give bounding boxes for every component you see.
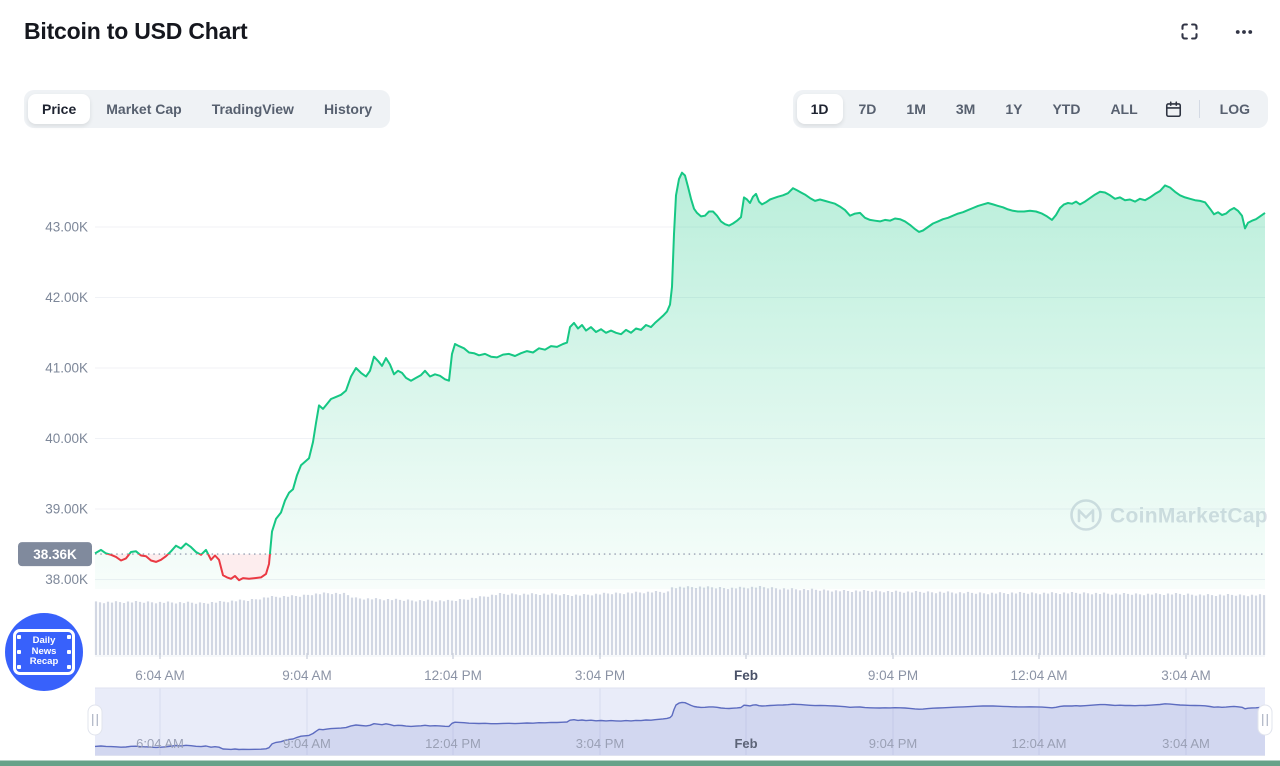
range-7d[interactable]: 7D bbox=[845, 94, 891, 124]
navigator-line bbox=[94, 701, 1266, 751]
tab-market-cap[interactable]: Market Cap bbox=[92, 94, 195, 124]
chart-type-tabs: Price Market Cap TradingView History bbox=[24, 90, 391, 128]
range-1m[interactable]: 1M bbox=[892, 94, 939, 124]
fullscreen-button[interactable] bbox=[1177, 19, 1202, 44]
tab-price[interactable]: Price bbox=[28, 94, 91, 124]
navigator-tick-label: 3:04 PM bbox=[576, 736, 624, 751]
x-tick-label: Feb bbox=[734, 668, 758, 683]
navigator-area-fill bbox=[95, 702, 1265, 756]
tab-history[interactable]: History bbox=[310, 94, 386, 124]
y-axis-labels: 43.00K 42.00K 41.00K 40.00K 39.00K 38.00K bbox=[45, 220, 88, 588]
x-tick-label: 12:04 AM bbox=[1010, 668, 1067, 683]
navigator-tick-label: 3:04 AM bbox=[1162, 736, 1210, 751]
chart-toolbar: Price Market Cap TradingView History 1D 7D 1M… bbox=[24, 90, 1268, 128]
calendar-button[interactable] bbox=[1154, 95, 1193, 124]
navigator-left-handle[interactable] bbox=[87, 704, 103, 736]
tab-tradingview[interactable]: TradingView bbox=[198, 94, 308, 124]
header-actions bbox=[1177, 19, 1256, 44]
navigator-tick-label: 6:04 AM bbox=[136, 736, 184, 751]
range-ytd[interactable]: YTD bbox=[1038, 94, 1094, 124]
log-scale-button[interactable]: LOG bbox=[1206, 94, 1264, 124]
price-line-above bbox=[94, 171, 1266, 555]
y-tick-label: 40.00K bbox=[45, 431, 88, 446]
range-1d[interactable]: 1D bbox=[796, 94, 843, 124]
chart-region: 43.00K42.00K41.00K40.00K39.00K38.00KCoin… bbox=[0, 150, 1280, 766]
x-tick-label: 9:04 AM bbox=[282, 668, 332, 683]
x-tick-label: 9:04 PM bbox=[868, 668, 918, 683]
page-bottom-divider bbox=[0, 760, 1280, 766]
page-title: Bitcoin to USD Chart bbox=[24, 18, 248, 44]
y-tick-label: 39.00K bbox=[45, 502, 88, 517]
x-tick-label: 6:04 AM bbox=[135, 668, 185, 683]
range-3m[interactable]: 3M bbox=[942, 94, 989, 124]
navigator-tick-label: 9:04 AM bbox=[283, 736, 331, 751]
range-1y[interactable]: 1Y bbox=[991, 94, 1036, 124]
chart-navigator[interactable]: 6:04 AM 9:04 AM 12:04 PM 3:04 PM Feb 9:04 PM 1… bbox=[87, 687, 1273, 756]
navigator-tick-label: 12:04 PM bbox=[425, 736, 481, 751]
x-tick-label: 3:04 PM bbox=[575, 668, 625, 683]
navigator-tick-label: 12:04 AM bbox=[1012, 736, 1067, 751]
more-horizontal-icon bbox=[1235, 29, 1253, 34]
calendar-icon bbox=[1165, 100, 1181, 117]
y-tick-label: 42.00K bbox=[45, 290, 88, 305]
more-options-button[interactable] bbox=[1232, 20, 1256, 44]
y-tick-label: 41.00K bbox=[45, 361, 88, 376]
y-tick-label: 38.00K bbox=[45, 572, 88, 587]
controls-divider bbox=[1198, 100, 1200, 118]
time-range-controls: 1D 7D 1M 3M 1Y YTD ALL LOG bbox=[792, 90, 1268, 128]
svg-text:38.36K: 38.36K bbox=[33, 547, 77, 562]
below-baseline-fill bbox=[95, 554, 1265, 581]
navigator-tick-label: Feb bbox=[734, 736, 757, 751]
navigator-tick-label: 9:04 PM bbox=[869, 736, 917, 751]
filmstrip-holes bbox=[17, 635, 21, 669]
filmstrip-holes bbox=[67, 635, 71, 669]
x-tick-label: 12:04 PM bbox=[424, 668, 482, 683]
range-all[interactable]: ALL bbox=[1096, 94, 1151, 124]
price-area-fill bbox=[95, 172, 1265, 589]
fullscreen-icon bbox=[1181, 23, 1198, 40]
baseline-price-badge: 38.36K bbox=[18, 542, 92, 567]
x-axis: 6:04 AM 9:04 AM 12:04 PM 3:04 PM Feb 9:04 PM 1… bbox=[135, 653, 1211, 683]
price-chart-canvas[interactable]: 43.00K42.00K41.00K40.00K39.00K38.00KCoin… bbox=[0, 150, 1280, 766]
news-badge-label: Daily News Recap bbox=[29, 635, 59, 668]
volume-bars bbox=[94, 586, 1266, 655]
daily-news-recap-badge[interactable]: Daily News Recap bbox=[5, 613, 83, 691]
filmstrip-icon: Daily News Recap bbox=[13, 629, 75, 675]
x-tick-label: 3:04 AM bbox=[1161, 668, 1211, 683]
y-tick-label: 43.00K bbox=[45, 220, 88, 235]
navigator-right-handle[interactable] bbox=[1257, 704, 1273, 736]
chart-header: Bitcoin to USD Chart bbox=[24, 18, 1256, 45]
